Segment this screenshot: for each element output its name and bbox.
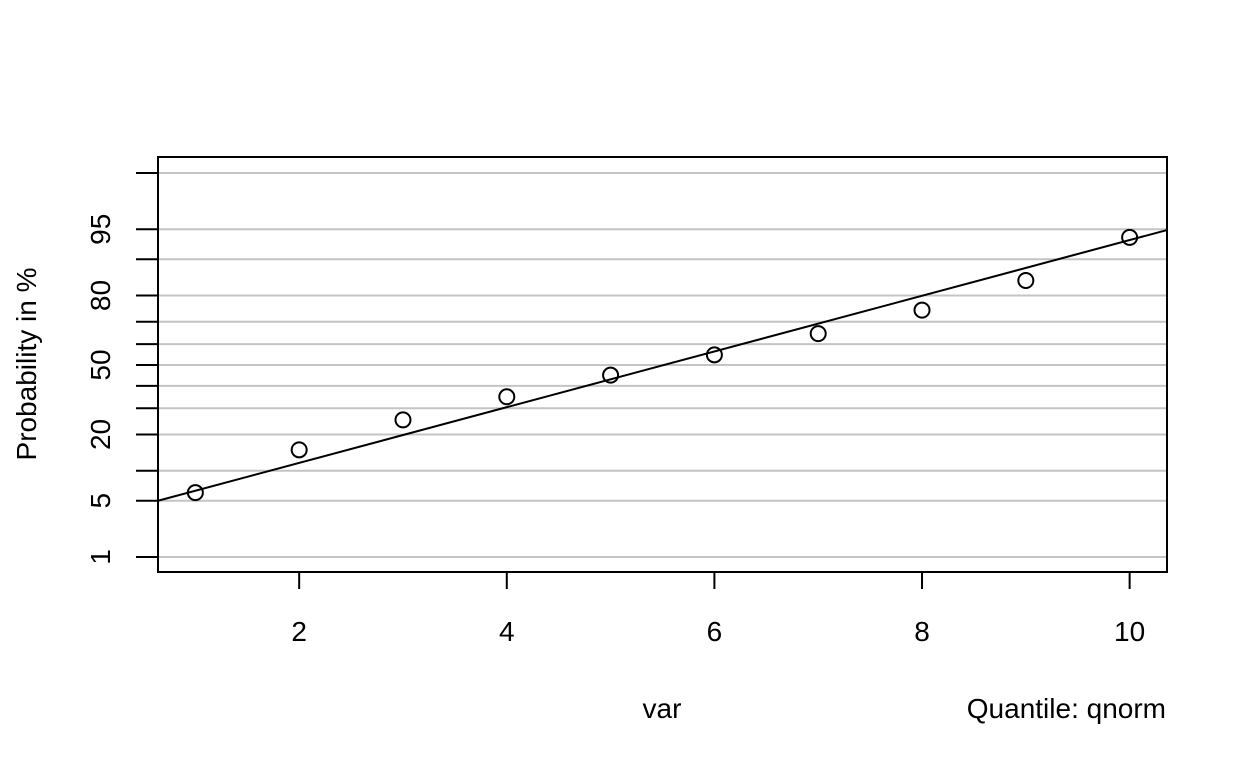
data-point-9 <box>1017 272 1035 290</box>
y-tick-label-5: 5 <box>85 493 116 509</box>
x-tick-label-4: 4 <box>499 616 515 647</box>
y-axis-label: Probability in % <box>11 268 42 461</box>
data-point-7 <box>809 325 827 343</box>
quantile-note: Quantile: qnorm <box>967 693 1166 724</box>
data-point-4 <box>498 388 516 406</box>
y-axis: 1 5 20 50 80 95 <box>85 172 158 565</box>
gridlines <box>158 172 1167 558</box>
y-tick-label-80: 80 <box>85 280 116 311</box>
data-point-10 <box>1121 228 1139 246</box>
data-point-2 <box>290 441 308 459</box>
data-point-8 <box>913 301 931 319</box>
x-tick-label-8: 8 <box>914 616 930 647</box>
reference-line <box>157 229 1168 502</box>
y-tick-label-1: 1 <box>85 549 116 565</box>
x-axis: 2 4 6 8 10 <box>291 572 1145 647</box>
y-tick-label-95: 95 <box>85 214 116 245</box>
x-tick-label-6: 6 <box>707 616 723 647</box>
data-points <box>186 228 1139 502</box>
data-point-3 <box>394 411 412 429</box>
data-point-5 <box>602 366 620 384</box>
y-tick-label-50: 50 <box>85 349 116 380</box>
y-tick-label-20: 20 <box>85 419 116 450</box>
reference-line-group <box>157 229 1168 502</box>
data-point-6 <box>705 346 723 364</box>
data-point-1 <box>186 484 204 502</box>
x-axis-label: var <box>643 693 682 724</box>
x-tick-label-10: 10 <box>1114 616 1145 647</box>
x-tick-label-2: 2 <box>291 616 307 647</box>
